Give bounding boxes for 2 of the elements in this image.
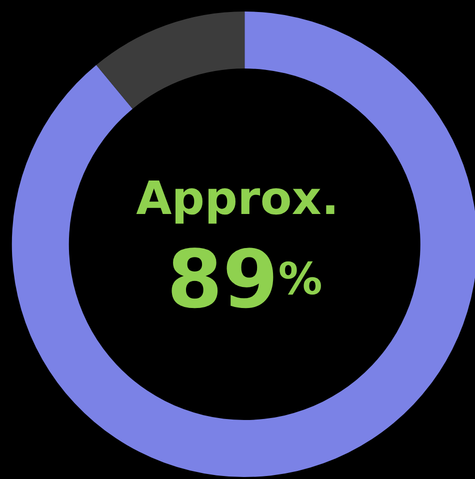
text: Approx. — [136, 171, 339, 225]
data-label: 89% — [166, 232, 322, 326]
